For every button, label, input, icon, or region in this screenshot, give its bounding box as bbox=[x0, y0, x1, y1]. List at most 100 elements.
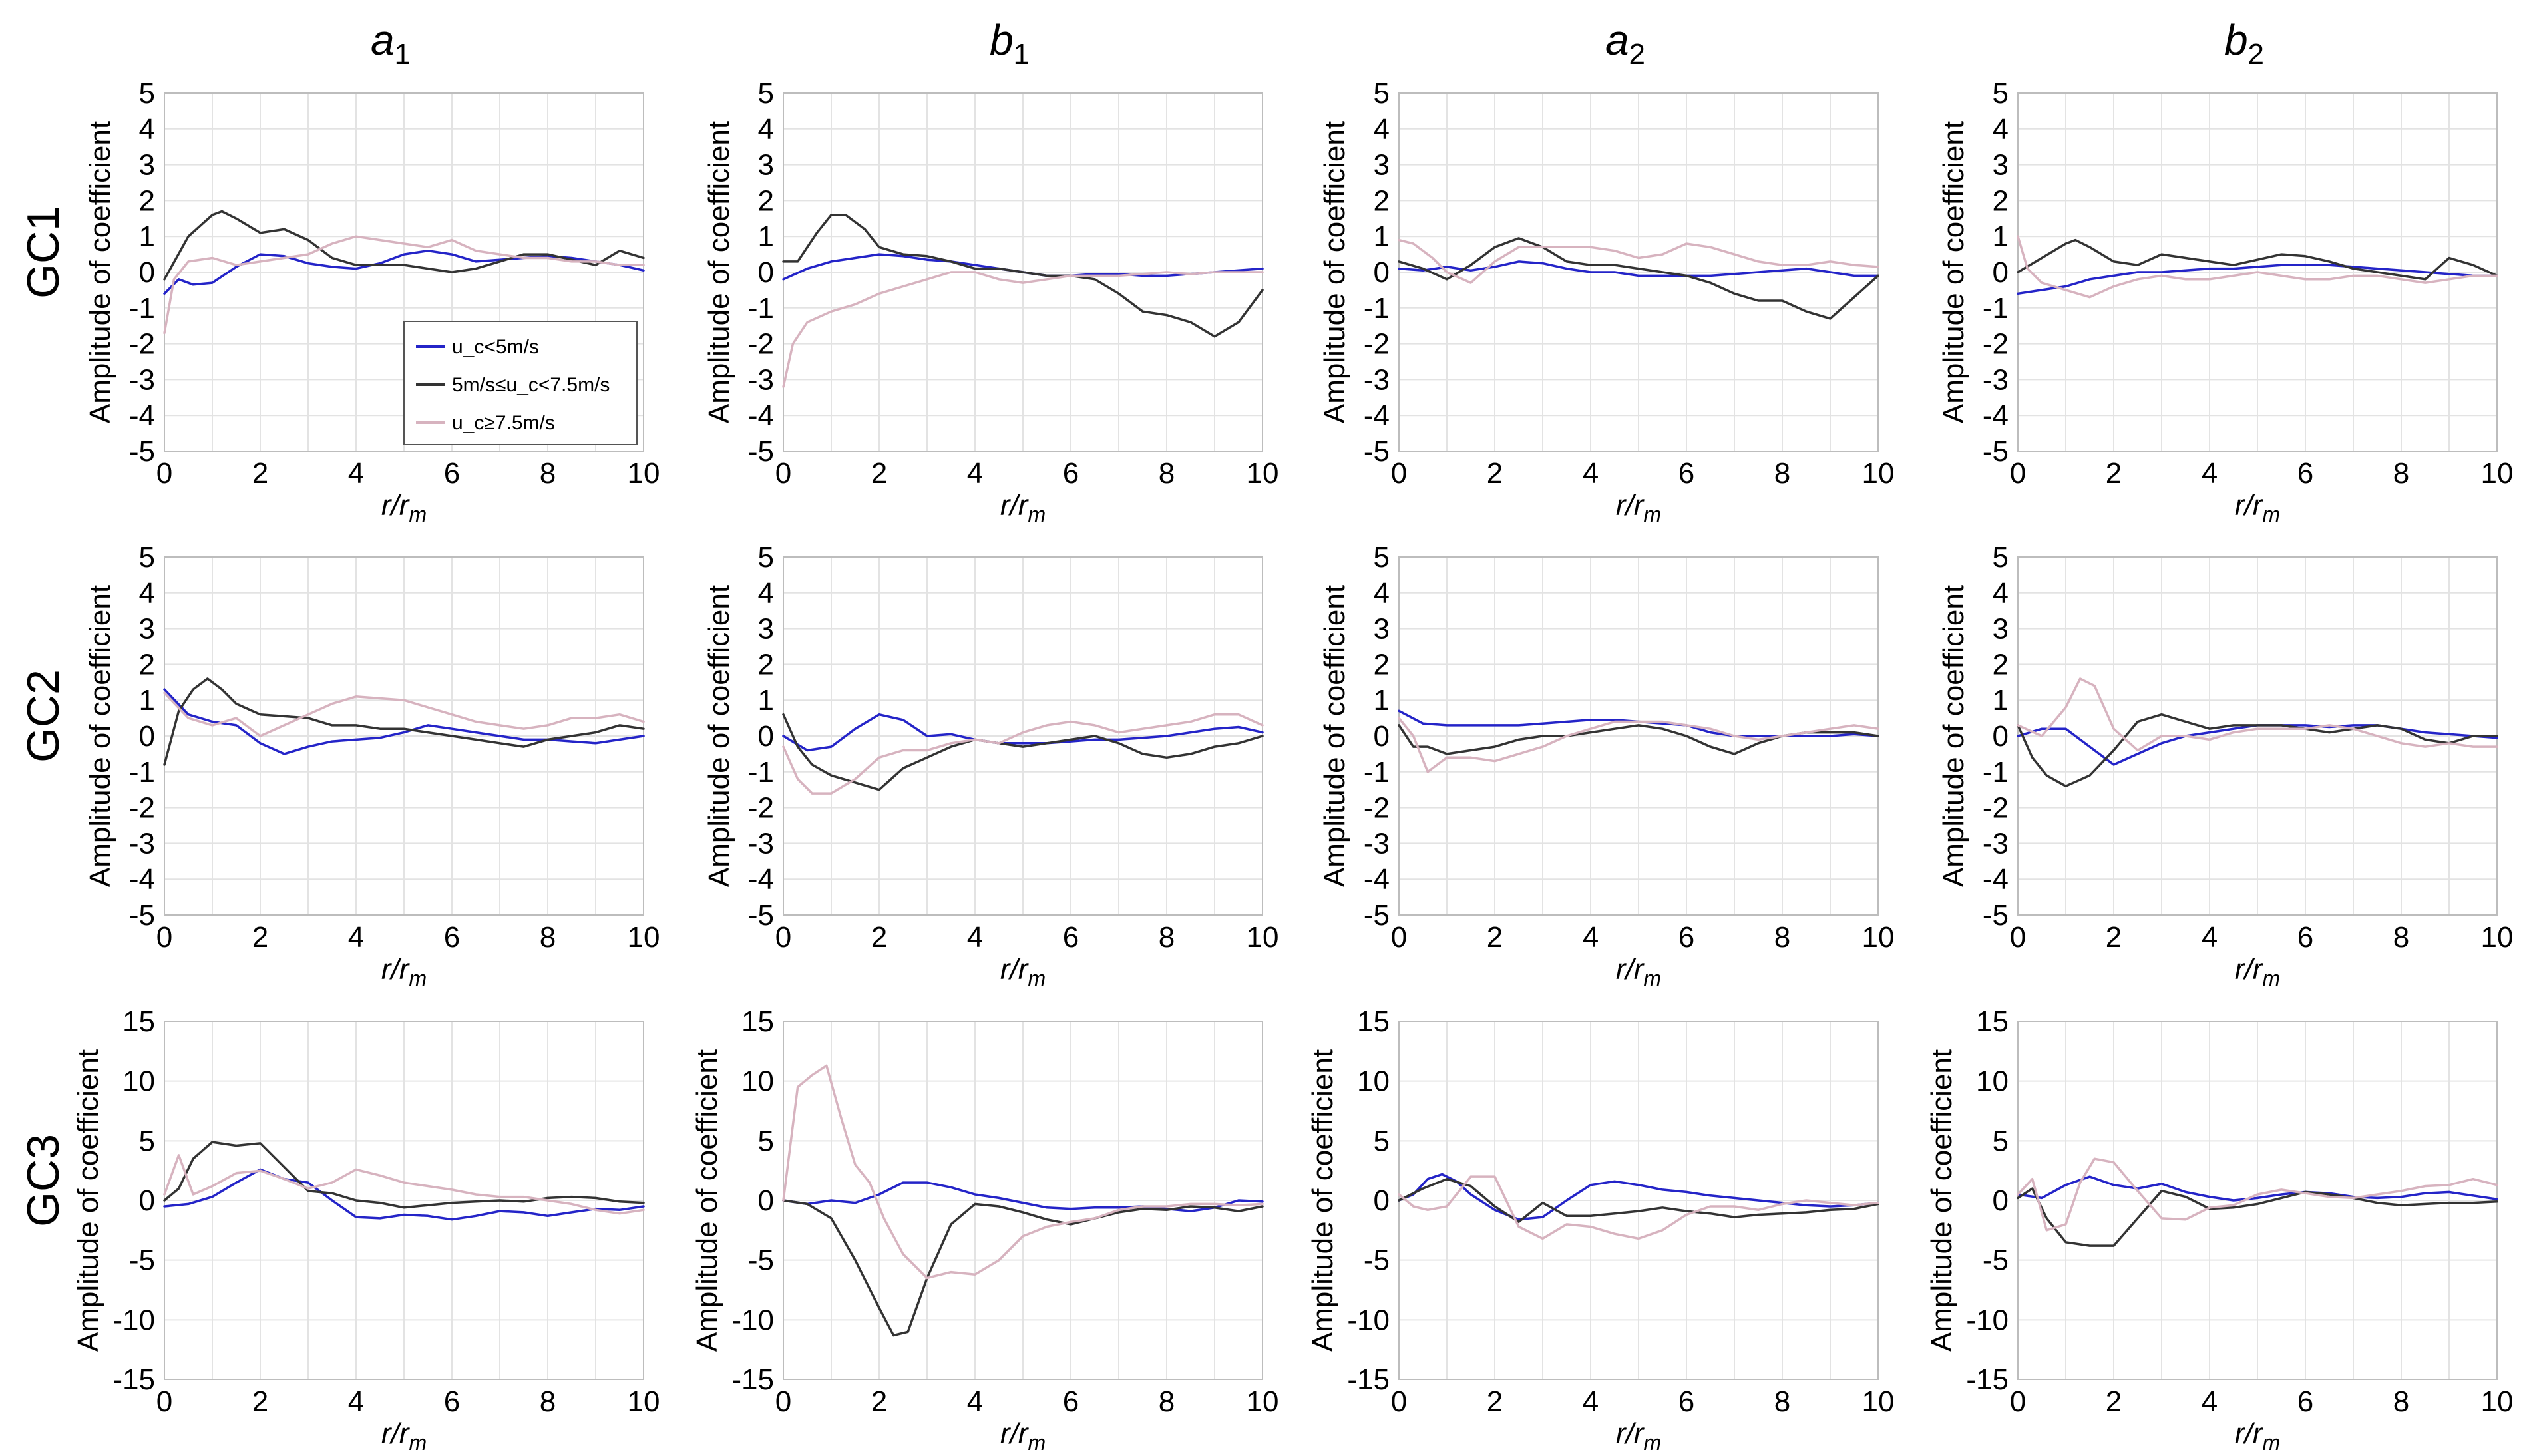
y-tick-label: 5 bbox=[1993, 1125, 2009, 1157]
y-tick-label: -10 bbox=[731, 1304, 774, 1336]
column-title-a2: a2 bbox=[1605, 16, 1645, 71]
y-tick-label: -2 bbox=[1983, 328, 2009, 361]
row-title-gc1: GC1 bbox=[18, 206, 69, 299]
series-line-low bbox=[782, 713, 1264, 752]
x-axis-label: r/rm bbox=[1000, 489, 1046, 526]
x-tick-label: 6 bbox=[1063, 921, 1079, 954]
x-tick-label: 2 bbox=[871, 457, 887, 490]
series-line-high bbox=[782, 271, 1264, 388]
x-tick-label: 2 bbox=[1487, 921, 1503, 954]
y-tick-label: 4 bbox=[1993, 113, 2009, 146]
series-line-mid bbox=[1398, 237, 1879, 320]
y-tick-label: 5 bbox=[139, 1125, 155, 1157]
x-tick-label: 4 bbox=[348, 921, 364, 954]
y-tick-label: -1 bbox=[1983, 756, 2009, 789]
column-title-b2: b2 bbox=[2224, 16, 2264, 71]
x-tick-label: 6 bbox=[1063, 457, 1079, 490]
x-tick-label: 0 bbox=[156, 1385, 172, 1418]
x-tick-label: 10 bbox=[628, 921, 660, 954]
y-tick-label: -1 bbox=[748, 756, 774, 789]
series-line-high bbox=[1398, 717, 1879, 773]
x-tick-label: 2 bbox=[1487, 1385, 1503, 1418]
x-tick-label: 4 bbox=[1583, 1385, 1599, 1418]
y-tick-label: 0 bbox=[758, 1184, 774, 1217]
y-tick-label: 1 bbox=[1374, 220, 1390, 253]
x-tick-label: 8 bbox=[1159, 457, 1175, 490]
y-axis-label: Amplitude of coefficient bbox=[84, 121, 116, 423]
y-tick-label: -3 bbox=[1983, 363, 2009, 396]
y-tick-label: 0 bbox=[1993, 1184, 2009, 1217]
x-tick-label: 0 bbox=[1391, 457, 1407, 490]
series-line-high bbox=[2017, 677, 2498, 752]
y-tick-label: -2 bbox=[1364, 328, 1390, 361]
x-axis-label: r/rm bbox=[2235, 1417, 2280, 1455]
x-axis-label: r/rm bbox=[381, 953, 427, 990]
y-tick-label: -3 bbox=[1364, 363, 1390, 396]
x-axis-label: r/rm bbox=[1616, 953, 1661, 990]
y-axis-label: Amplitude of coefficient bbox=[1306, 1049, 1339, 1352]
x-axis-label: r/rm bbox=[1000, 953, 1046, 990]
y-tick-label: 0 bbox=[758, 256, 774, 289]
y-tick-label: -1 bbox=[129, 756, 155, 789]
y-tick-label: 2 bbox=[1374, 648, 1390, 681]
y-tick-label: -5 bbox=[129, 435, 155, 468]
y-tick-label: -5 bbox=[748, 435, 774, 468]
y-tick-label: 3 bbox=[139, 613, 155, 645]
panel-gc3-b1: -15 -10 -5 0 5 10 15 0 2 4 6 8 10 r/rm Amplitude of co… bbox=[691, 1005, 1278, 1455]
y-tick-label: -15 bbox=[112, 1364, 155, 1396]
x-tick-label: 4 bbox=[1583, 921, 1599, 954]
column-title-b1: b1 bbox=[990, 16, 1030, 71]
x-tick-label: 8 bbox=[1159, 1385, 1175, 1418]
y-tick-label: 3 bbox=[758, 613, 774, 645]
series-line-low bbox=[2017, 1175, 2498, 1202]
series-line-mid bbox=[2017, 713, 2498, 788]
y-tick-label: 4 bbox=[1374, 113, 1390, 146]
y-tick-label: -5 bbox=[129, 1244, 155, 1277]
series-line-mid bbox=[782, 1199, 1264, 1337]
y-tick-label: -10 bbox=[112, 1304, 155, 1336]
x-tick-label: 2 bbox=[2106, 921, 2122, 954]
x-tick-label: 10 bbox=[2481, 1385, 2514, 1418]
y-tick-label: 5 bbox=[1374, 541, 1390, 574]
y-tick-label: -4 bbox=[129, 863, 155, 896]
x-tick-label: 8 bbox=[1774, 921, 1790, 954]
y-tick-label: -5 bbox=[1364, 899, 1390, 932]
x-tick-label: 0 bbox=[775, 921, 791, 954]
series-line-mid bbox=[163, 210, 645, 281]
x-tick-label: 6 bbox=[1678, 1385, 1694, 1418]
x-tick-label: 10 bbox=[628, 457, 660, 490]
y-tick-label: -15 bbox=[731, 1364, 774, 1396]
y-tick-label: -1 bbox=[129, 292, 155, 325]
y-tick-label: -1 bbox=[748, 292, 774, 325]
y-tick-label: -5 bbox=[748, 899, 774, 932]
x-tick-label: 2 bbox=[252, 921, 268, 954]
series-line-high bbox=[1398, 238, 1879, 284]
y-tick-label: 5 bbox=[1993, 77, 2009, 110]
y-tick-label: 5 bbox=[758, 1125, 774, 1157]
x-axis-label: r/rm bbox=[2235, 953, 2280, 990]
x-tick-label: 6 bbox=[444, 1385, 460, 1418]
y-tick-label: 3 bbox=[1993, 613, 2009, 645]
plot-frame bbox=[164, 92, 644, 452]
series-line-low bbox=[1398, 260, 1879, 277]
x-tick-label: 8 bbox=[2393, 921, 2409, 954]
x-tick-label: 4 bbox=[967, 1385, 983, 1418]
x-tick-label: 8 bbox=[540, 457, 556, 490]
y-tick-label: 15 bbox=[1357, 1005, 1390, 1038]
x-tick-label: 6 bbox=[2297, 1385, 2313, 1418]
x-tick-label: 6 bbox=[1678, 921, 1694, 954]
x-tick-label: 6 bbox=[444, 457, 460, 490]
legend-label: 5m/s≤u_c<7.5m/s bbox=[452, 374, 610, 396]
x-tick-label: 0 bbox=[1391, 1385, 1407, 1418]
y-tick-label: 1 bbox=[139, 684, 155, 717]
y-tick-label: 0 bbox=[1374, 1184, 1390, 1217]
y-tick-label: 2 bbox=[1993, 184, 2009, 217]
y-axis-label: Amplitude of coefficient bbox=[72, 1049, 104, 1352]
y-tick-label: 4 bbox=[758, 113, 774, 146]
y-axis-label: Amplitude of coefficient bbox=[1937, 585, 1970, 887]
y-tick-label: 5 bbox=[1374, 77, 1390, 110]
y-tick-label: 0 bbox=[1374, 720, 1390, 753]
y-tick-label: -4 bbox=[1983, 863, 2009, 896]
